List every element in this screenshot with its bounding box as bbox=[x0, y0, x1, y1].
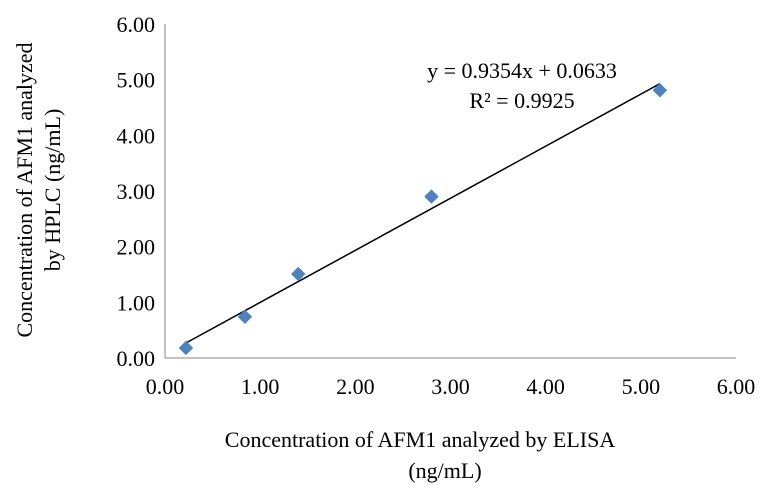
r-squared-label: R² = 0.9925 bbox=[469, 88, 574, 113]
x-tick-label: 3.00 bbox=[431, 374, 470, 399]
x-tick-label: 4.00 bbox=[526, 374, 565, 399]
x-axis-title-line-1: Concentration of AFM1 analyzed by ELISA bbox=[225, 427, 616, 452]
trendline-equation: y = 0.9354x + 0.0633 bbox=[427, 58, 617, 83]
trendline bbox=[185, 83, 661, 344]
x-axis-title-line-2: (ng/mL) bbox=[408, 458, 481, 483]
y-tick-label: 4.00 bbox=[117, 123, 156, 148]
y-axis-title-line-2: by HPLC (ng/mL) bbox=[40, 109, 65, 272]
y-tick-label: 0.00 bbox=[117, 346, 156, 371]
y-tick-label: 2.00 bbox=[117, 235, 156, 260]
x-axis-title: Concentration of AFM1 analyzed by ELISA … bbox=[225, 427, 616, 483]
y-tick-label: 5.00 bbox=[117, 68, 156, 93]
y-tick-label: 3.00 bbox=[117, 179, 156, 204]
data-point-marker bbox=[178, 340, 194, 356]
data-point-marker bbox=[291, 266, 306, 282]
y-axis-title: Concentration of AFM1 analyzed by HPLC (… bbox=[12, 42, 65, 337]
data-point-marker bbox=[237, 309, 253, 325]
x-tick-label: 1.00 bbox=[241, 374, 280, 399]
data-point-marker bbox=[652, 83, 668, 98]
x-tick-label: 5.00 bbox=[622, 374, 661, 399]
tick-labels: 0.00 1.00 2.00 3.00 4.00 5.00 6.00 0.00 1.00 2.00… bbox=[117, 12, 756, 399]
data-point-marker bbox=[424, 189, 439, 204]
y-tick-label: 1.00 bbox=[117, 290, 156, 315]
x-tick-label: 2.00 bbox=[336, 374, 375, 399]
x-tick-label: 0.00 bbox=[146, 374, 185, 399]
data-points bbox=[178, 83, 668, 356]
x-tick-label: 6.00 bbox=[717, 374, 756, 399]
y-axis-title-line-1: Concentration of AFM1 analyzed bbox=[12, 42, 37, 337]
y-tick-label: 6.00 bbox=[117, 12, 156, 37]
